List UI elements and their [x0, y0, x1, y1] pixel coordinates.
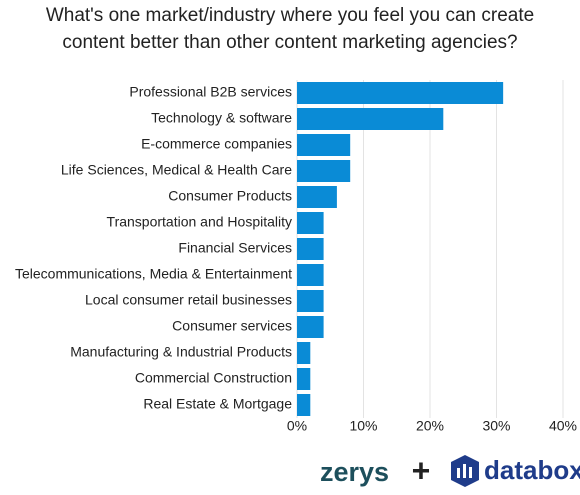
y-tick-label: Telecommunications, Media & Entertainmen…: [15, 266, 292, 282]
y-tick-label: Commercial Construction: [135, 370, 292, 386]
y-tick-label: E-commerce companies: [141, 136, 292, 152]
y-tick-label: Local consumer retail businesses: [85, 292, 292, 308]
brand-right: databox: [484, 455, 580, 485]
bar: [297, 290, 324, 312]
y-tick-label: Financial Services: [178, 240, 292, 256]
bar: [297, 264, 324, 286]
brand-joiner: +: [412, 452, 431, 488]
x-tick-label: 20%: [416, 418, 444, 434]
y-tick-label: Transportation and Hospitality: [107, 214, 292, 230]
y-tick-label: Manufacturing & Industrial Products: [70, 344, 292, 360]
bar: [297, 342, 311, 364]
bar: [297, 316, 324, 338]
bar: [297, 186, 337, 208]
bar: [297, 160, 351, 182]
x-tick-label: 40%: [549, 418, 577, 434]
databox-icon: [451, 455, 479, 487]
bar: [297, 368, 311, 390]
bar: [297, 134, 351, 156]
x-tick-label: 10%: [349, 418, 377, 434]
y-tick-label: Real Estate & Mortgage: [143, 396, 292, 412]
y-tick-label: Technology & software: [151, 110, 292, 126]
x-tick-label: 30%: [482, 418, 510, 434]
y-tick-label: Professional B2B services: [129, 84, 292, 100]
bar: [297, 82, 504, 104]
y-tick-label: Life Sciences, Medical & Health Care: [61, 162, 292, 178]
bar: [297, 238, 324, 260]
y-tick-label: Consumer Products: [168, 188, 292, 204]
chart-title: What's one market/industry where you fee…: [45, 5, 535, 53]
brand-left: zerys: [320, 457, 389, 487]
bar: [297, 108, 444, 130]
bar: [297, 394, 311, 416]
y-tick-label: Consumer services: [172, 318, 292, 334]
x-tick-label: 0%: [287, 418, 307, 434]
bar: [297, 212, 324, 234]
